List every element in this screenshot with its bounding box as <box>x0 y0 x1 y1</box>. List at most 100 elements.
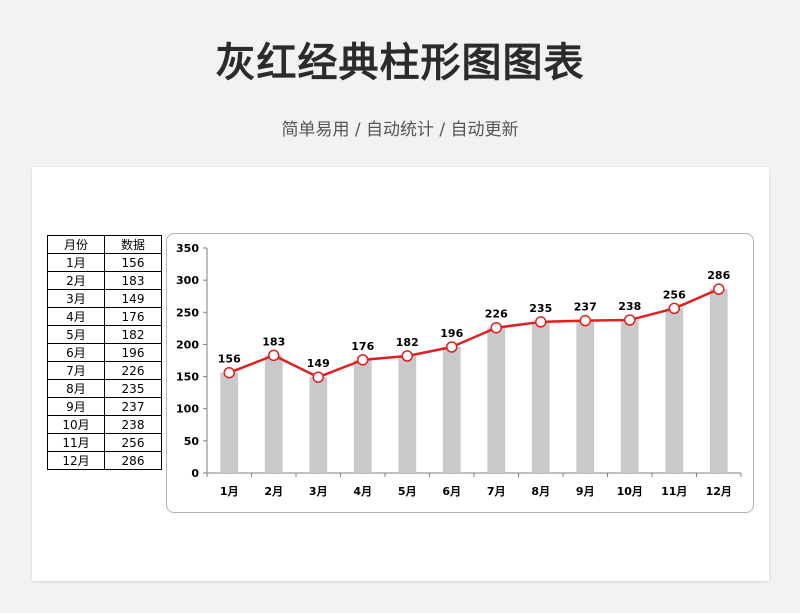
bar <box>620 320 639 473</box>
line-point <box>624 314 636 326</box>
data-label: 256 <box>663 288 686 301</box>
table-cell-month: 2月 <box>47 271 105 290</box>
bar <box>576 320 595 473</box>
data-label: 176 <box>351 340 374 353</box>
bar <box>531 321 550 473</box>
table-cell-month: 11月 <box>47 433 105 452</box>
bar <box>487 327 506 473</box>
table-row: 1月 156 <box>47 253 162 272</box>
table-row: 4月 176 <box>47 307 162 326</box>
page-subtitle: 简单易用 / 自动统计 / 自动更新 <box>281 120 519 140</box>
table-cell-month: 1月 <box>47 253 105 272</box>
table-row: 12月 286 <box>47 451 162 470</box>
x-tick-label: 5月 <box>398 485 417 498</box>
table-cell-value: 149 <box>104 289 162 308</box>
y-tick-label: 250 <box>176 306 199 319</box>
bar <box>353 359 372 473</box>
table-cell-value: 183 <box>104 271 162 290</box>
x-tick-label: 12月 <box>706 485 732 498</box>
table-cell-value: 238 <box>104 415 162 434</box>
table-row: 2月 183 <box>47 271 162 290</box>
line-point <box>357 354 369 366</box>
table-cell-month: 6月 <box>47 343 105 362</box>
data-label: 237 <box>574 301 597 314</box>
page-title: 灰红经典柱形图图表 <box>215 40 585 86</box>
y-tick-label: 50 <box>184 435 200 448</box>
table-cell-value: 182 <box>104 325 162 344</box>
content-card: 月份 数据 1月 156 2月 183 3月 149 4月 176 5月 182 6月 196 7月 22… <box>32 167 769 581</box>
data-table: 月份 数据 1月 156 2月 183 3月 149 4月 176 5月 182 6月 196 7月 22… <box>47 235 162 470</box>
table-row: 8月 235 <box>47 379 162 398</box>
line-point <box>268 349 280 362</box>
bar <box>309 377 328 473</box>
x-tick-label: 7月 <box>487 485 506 498</box>
data-label: 196 <box>440 327 463 340</box>
bar <box>398 356 417 473</box>
data-label: 182 <box>396 336 419 349</box>
table-row: 5月 182 <box>47 325 162 344</box>
series-line <box>228 287 720 379</box>
table-row: 3月 149 <box>47 289 162 308</box>
line-point <box>446 341 458 353</box>
y-tick-label: 200 <box>176 338 199 351</box>
bar <box>442 347 461 473</box>
table-body: 1月 156 2月 183 3月 149 4月 176 5月 182 6月 196 7月 226 8月 235… <box>47 253 162 470</box>
line-point <box>223 366 235 379</box>
table-row: 9月 237 <box>47 397 162 416</box>
y-tick-label: 100 <box>176 403 199 416</box>
table-cell-month: 10月 <box>47 415 105 434</box>
line-point <box>490 321 502 334</box>
y-tick-label: 300 <box>176 274 199 287</box>
column-header-month: 月份 <box>47 235 105 254</box>
data-label: 238 <box>618 300 641 313</box>
table-header-row: 月份 数据 <box>47 235 162 254</box>
line-point <box>668 302 680 315</box>
x-tick-label: 8月 <box>531 485 550 498</box>
table-cell-month: 5月 <box>47 325 105 344</box>
table-cell-value: 237 <box>104 397 162 416</box>
table-cell-value: 156 <box>104 253 162 272</box>
y-tick-label: 150 <box>176 371 199 384</box>
table-row: 11月 256 <box>47 433 162 452</box>
data-label: 156 <box>218 353 241 366</box>
combo-chart: 0 50 100 150 200 250 300 350 156 183 149 176 182 196 2… <box>176 242 742 498</box>
table-cell-value: 256 <box>104 433 162 452</box>
table-row: 10月 238 <box>47 415 162 434</box>
data-label: 183 <box>262 335 285 348</box>
column-header-value: 数据 <box>104 235 162 254</box>
bar <box>665 308 684 473</box>
line-point <box>713 283 725 295</box>
data-label: 286 <box>707 269 730 282</box>
table-cell-month: 7月 <box>47 361 105 380</box>
bar <box>264 355 283 473</box>
table-cell-value: 235 <box>104 379 162 398</box>
bar <box>709 289 728 473</box>
x-tick-label: 2月 <box>264 485 283 498</box>
x-tick-label: 1月 <box>220 485 239 498</box>
x-tick-label: 3月 <box>309 485 328 498</box>
table-cell-month: 9月 <box>47 397 105 416</box>
line-point <box>579 314 591 327</box>
y-tick-label: 350 <box>176 242 199 255</box>
table-row: 6月 196 <box>47 343 162 362</box>
chart-frame: 0 50 100 150 200 250 300 350 156 183 149 176 182 196 2… <box>166 233 754 513</box>
y-tick-label: 0 <box>191 467 199 480</box>
x-tick-label: 11月 <box>661 485 687 498</box>
line-point <box>401 350 413 362</box>
table-cell-value: 226 <box>104 361 162 380</box>
x-tick-label: 6月 <box>442 485 461 498</box>
table-row: 7月 226 <box>47 361 162 380</box>
table-cell-month: 4月 <box>47 307 105 326</box>
data-label: 235 <box>529 302 552 315</box>
data-label: 226 <box>485 308 508 321</box>
data-label: 149 <box>307 357 330 370</box>
x-tick-label: 4月 <box>353 485 372 498</box>
bar <box>220 372 239 473</box>
table-cell-value: 176 <box>104 307 162 326</box>
table-cell-month: 12月 <box>47 451 105 470</box>
line-point <box>312 371 324 383</box>
x-tick-label: 10月 <box>617 485 643 498</box>
table-cell-value: 196 <box>104 343 162 362</box>
line-point <box>535 316 547 328</box>
table-cell-value: 286 <box>104 451 162 470</box>
